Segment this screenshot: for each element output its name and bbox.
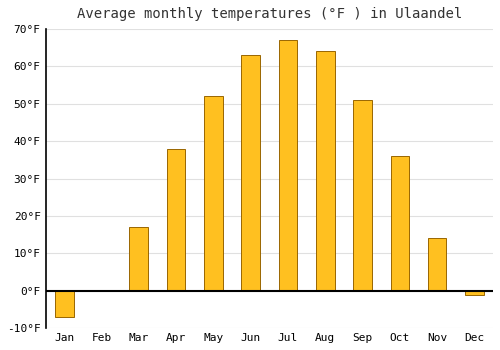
Bar	[353, 100, 372, 291]
Title: Average monthly temperatures (°F ) in Ulaandel: Average monthly temperatures (°F ) in Ul…	[76, 7, 462, 21]
Bar	[390, 156, 409, 291]
Bar	[242, 55, 260, 291]
Bar	[428, 238, 446, 291]
Bar	[55, 291, 74, 317]
Bar	[278, 40, 297, 291]
Bar	[130, 227, 148, 291]
Bar	[167, 149, 186, 291]
Bar	[316, 51, 334, 291]
Bar	[465, 291, 483, 295]
Bar	[204, 96, 223, 291]
